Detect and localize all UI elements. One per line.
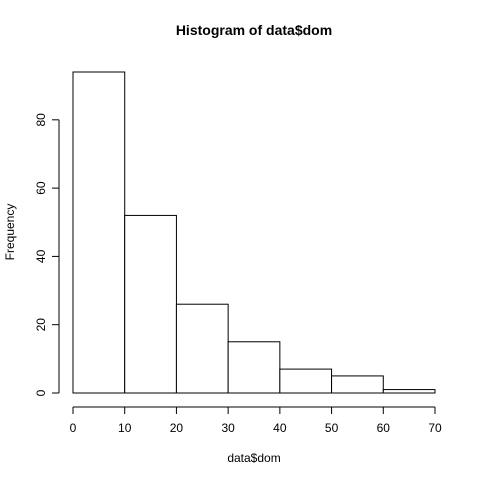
y-tick-label: 0 — [34, 389, 48, 396]
histogram-bar — [331, 375, 384, 394]
histogram-bar — [72, 71, 126, 394]
y-tick-label: 80 — [34, 113, 48, 127]
histogram-bar — [279, 368, 333, 394]
y-tick-label: 20 — [34, 318, 48, 332]
y-tick-label: 40 — [34, 249, 48, 263]
x-tick-label: 20 — [170, 421, 184, 435]
histogram-bar — [382, 389, 436, 394]
x-axis: 0 10 20 30 40 50 60 70 — [70, 406, 442, 435]
x-tick-label: 70 — [428, 421, 442, 435]
bars-group — [72, 71, 436, 394]
y-axis: 0 20 40 60 80 — [34, 113, 60, 396]
x-tick-label: 50 — [325, 421, 339, 435]
y-axis-label: Frequency — [3, 204, 17, 261]
histogram-bar — [124, 214, 177, 394]
x-tick-label: 60 — [377, 421, 391, 435]
histogram-bar — [175, 303, 229, 394]
x-tick-label: 10 — [118, 421, 132, 435]
y-tick-label: 60 — [34, 181, 48, 195]
x-tick-label: 0 — [70, 421, 77, 435]
chart-title: Histogram of data$dom — [176, 22, 332, 38]
histogram-bar — [227, 341, 281, 394]
x-tick-label: 40 — [273, 421, 287, 435]
x-axis-label: data$dom — [227, 451, 280, 465]
x-tick-label: 30 — [221, 421, 235, 435]
